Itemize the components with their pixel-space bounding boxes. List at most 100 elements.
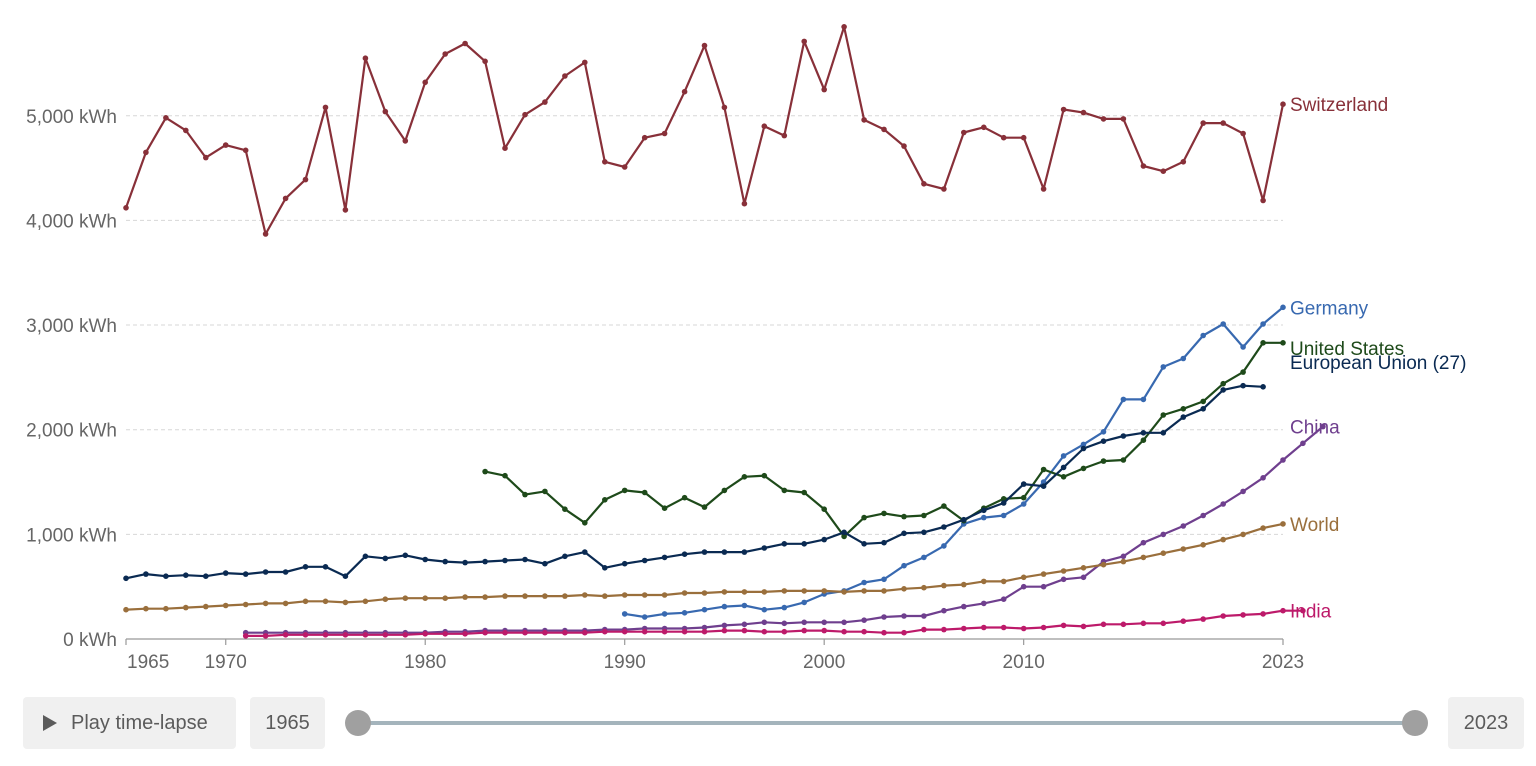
data-point <box>921 529 927 536</box>
data-point <box>1220 387 1226 393</box>
series-line <box>484 341 1283 538</box>
data-point <box>282 632 289 638</box>
data-point <box>1160 412 1167 418</box>
data-point <box>1100 458 1107 464</box>
data-point <box>921 626 927 633</box>
end-year-display[interactable]: 2023 <box>1448 697 1524 749</box>
data-point <box>1120 553 1127 560</box>
data-point <box>901 586 907 592</box>
data-point <box>302 632 309 638</box>
data-point <box>482 594 488 600</box>
data-point <box>721 549 728 555</box>
line-chart: 0 kWh 1,000 kWh 2,000 kWh 3,000 kWh 4,000 kW… <box>26 24 1466 673</box>
data-point <box>1160 620 1167 627</box>
data-point <box>163 573 169 579</box>
y-tick-label: 5,000 kWh <box>26 107 117 128</box>
data-point <box>761 589 768 595</box>
data-point <box>342 632 349 638</box>
start-year-handle[interactable] <box>345 710 371 736</box>
data-point <box>462 594 468 600</box>
data-point <box>282 195 289 202</box>
data-point <box>1180 618 1187 624</box>
data-point <box>522 491 528 498</box>
play-timelapse-button[interactable]: Play time-lapse <box>23 697 236 749</box>
data-point <box>262 600 269 607</box>
data-point <box>641 134 648 141</box>
data-point <box>1160 550 1167 556</box>
data-point <box>1080 565 1087 571</box>
data-point <box>1280 304 1286 311</box>
data-point <box>701 628 708 635</box>
data-point <box>1040 186 1047 192</box>
data-point <box>402 595 409 601</box>
data-point <box>721 622 728 629</box>
data-point <box>881 539 887 546</box>
data-point <box>761 545 768 551</box>
data-point <box>562 593 568 599</box>
data-point <box>342 599 349 606</box>
data-point <box>741 474 748 480</box>
x-tick-label: 1990 <box>604 652 646 673</box>
y-tick-label: 1,000 kWh <box>26 525 117 546</box>
data-point <box>1020 583 1027 590</box>
data-point <box>342 573 349 579</box>
data-point <box>681 628 688 635</box>
data-point <box>1280 607 1286 614</box>
data-point <box>981 507 987 514</box>
data-point <box>861 588 867 594</box>
x-tick-label: 2023 <box>1262 652 1304 673</box>
data-point <box>701 549 708 555</box>
data-point <box>1100 438 1107 445</box>
data-point <box>1120 116 1127 122</box>
data-point <box>1080 465 1087 472</box>
data-point <box>961 603 967 610</box>
data-point <box>502 472 508 479</box>
data-point <box>242 601 249 608</box>
data-point <box>462 559 468 566</box>
start-year-display[interactable]: 1965 <box>250 697 325 749</box>
data-point <box>542 629 548 636</box>
data-point <box>641 557 648 564</box>
data-point <box>262 231 269 237</box>
data-point <box>302 564 309 570</box>
data-point <box>1000 624 1007 631</box>
data-point <box>881 126 887 133</box>
data-point <box>1080 109 1087 116</box>
data-point <box>821 627 827 634</box>
data-point <box>1140 396 1147 403</box>
data-point <box>522 111 528 118</box>
data-point <box>781 588 788 594</box>
data-point <box>522 556 528 563</box>
data-point <box>621 164 628 170</box>
data-point <box>123 205 129 211</box>
series-germany <box>621 304 1286 620</box>
data-point <box>641 628 648 635</box>
data-point <box>602 497 608 503</box>
data-point <box>1040 583 1047 590</box>
data-point <box>1260 525 1266 531</box>
timeline-slider-track[interactable] <box>358 721 1415 725</box>
data-point <box>941 607 947 614</box>
data-point <box>1200 406 1206 412</box>
data-point <box>921 613 927 619</box>
data-point <box>143 605 149 612</box>
data-point <box>1240 344 1246 350</box>
data-point <box>183 127 189 134</box>
data-point <box>482 468 488 475</box>
data-point <box>981 624 987 631</box>
series-world <box>123 521 1286 613</box>
data-point <box>721 104 728 111</box>
data-point <box>542 99 548 105</box>
data-point <box>1220 613 1226 619</box>
data-point <box>741 602 748 609</box>
data-point <box>761 619 768 626</box>
data-point <box>1140 163 1147 169</box>
data-point <box>143 571 149 577</box>
data-point <box>123 575 129 582</box>
data-point <box>402 632 409 638</box>
data-point <box>1260 197 1266 204</box>
data-point <box>761 123 768 129</box>
timeline-controls: Play time-lapse 1965 2023 <box>0 697 1536 751</box>
end-year-handle[interactable] <box>1402 710 1428 736</box>
data-point <box>841 628 847 635</box>
